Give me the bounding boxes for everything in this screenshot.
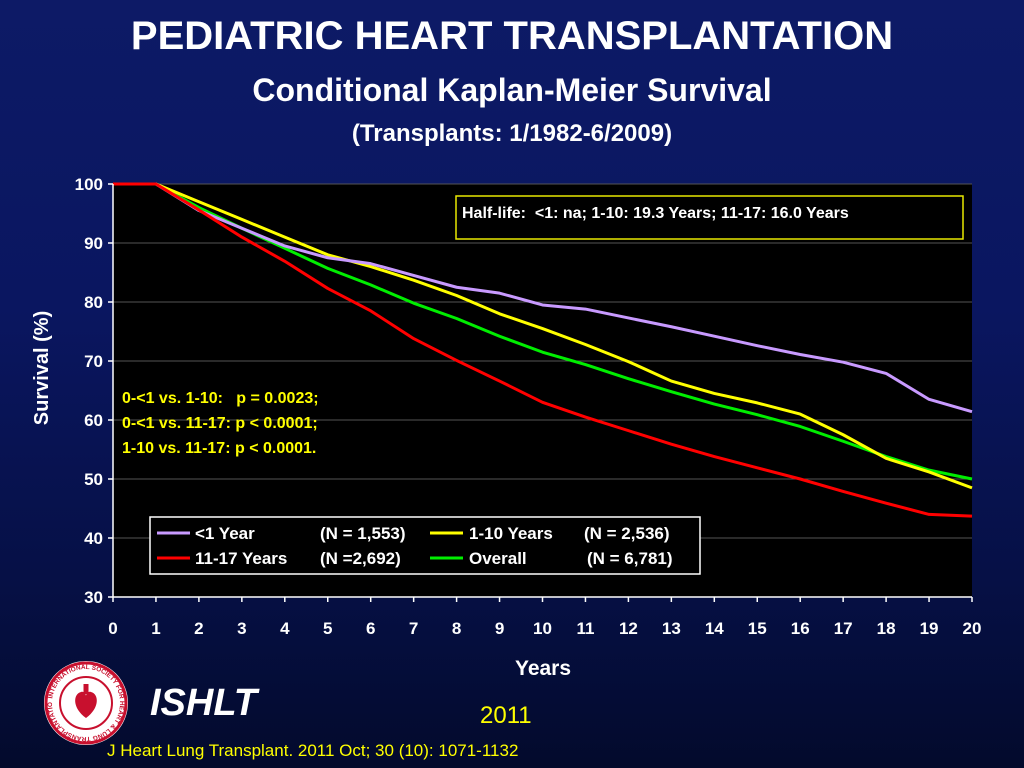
citation-text: J Heart Lung Transplant. 2011 Oct; 30 (1… [107, 741, 519, 760]
legend: <1 Year (N = 1,553) 1-10 Years (N = 2,53… [149, 516, 701, 575]
brand-ishlt: ISHLT [150, 682, 257, 724]
series-line-11-17-years [113, 182, 973, 518]
legend-n-11-17: (N =2,692) [320, 549, 401, 568]
pvalue-line-3: 1-10 vs. 11-17: p < 0.0001. [122, 440, 316, 457]
pvalue-line-1: 0-<1 vs. 1-10: p = 0.0023; [122, 390, 319, 407]
slide-date-range: (Transplants: 1/1982-6/2009) [351, 120, 673, 147]
y-tick-label: 80 [84, 293, 103, 312]
y-tick-label: 100 [75, 175, 103, 194]
x-tick-label: 14 [705, 619, 724, 638]
x-tick-label: 0 [108, 619, 117, 638]
x-axis-label: Years [515, 657, 571, 680]
x-tick-label: 6 [366, 619, 375, 638]
legend-label-11-17: 11-17 Years [195, 549, 287, 568]
x-tick-label: 18 [877, 619, 896, 638]
y-tick-label: 90 [84, 234, 103, 253]
legend-label-overall: Overall [469, 549, 527, 568]
y-axis-label: Survival (%) [31, 311, 53, 425]
y-tick-label: 70 [84, 352, 103, 371]
slide-subtitle: Conditional Kaplan-Meier Survival [252, 72, 772, 108]
x-tick-label: 16 [791, 619, 810, 638]
slide-title: PEDIATRIC HEART TRANSPLANTATION [130, 14, 894, 58]
x-tick-label: 20 [963, 619, 982, 638]
legend-label-lt1: <1 Year [195, 524, 255, 543]
legend-label-1-10: 1-10 Years [469, 524, 553, 543]
x-tick-label: 15 [748, 619, 767, 638]
halflife-box [455, 195, 964, 240]
x-tick-label: 7 [409, 619, 418, 638]
legend-n-overall: (N = 6,781) [587, 549, 673, 568]
series-line-1-year [113, 182, 973, 414]
series-lines [113, 182, 973, 518]
legend-n-lt1: (N = 1,553) [320, 524, 406, 543]
x-tick-label: 3 [237, 619, 246, 638]
y-tick-label: 40 [84, 529, 103, 548]
x-tick-label: 19 [920, 619, 939, 638]
x-tick-label: 17 [834, 619, 853, 638]
x-tick-label: 10 [533, 619, 552, 638]
x-tick-label: 1 [151, 619, 160, 638]
x-tick-label: 11 [576, 619, 594, 638]
x-tick-label: 5 [323, 619, 332, 638]
pvalue-line-2: 0-<1 vs. 11-17: p < 0.0001; [122, 415, 318, 432]
x-tick-label: 8 [452, 619, 461, 638]
legend-box [149, 516, 701, 575]
x-tick-label: 13 [662, 619, 681, 638]
x-tick-label: 4 [280, 619, 290, 638]
x-tick-label: 2 [194, 619, 203, 638]
halflife-note: Half-life: <1: na; 1-10: 19.3 Years; 11-… [462, 205, 849, 222]
y-tick-label: 30 [84, 588, 103, 607]
y-tick-label: 50 [84, 470, 103, 489]
x-tick-label: 12 [619, 619, 638, 638]
legend-n-1-10: (N = 2,536) [584, 524, 670, 543]
series-line-1-10-years [113, 182, 973, 490]
y-tick-label: 60 [84, 411, 103, 430]
report-year: 2011 [480, 702, 532, 729]
ishlt-logo-icon: INTERNATIONAL SOCIETY FOR HEART & LUNG T… [42, 660, 128, 745]
x-tick-label: 9 [495, 619, 504, 638]
